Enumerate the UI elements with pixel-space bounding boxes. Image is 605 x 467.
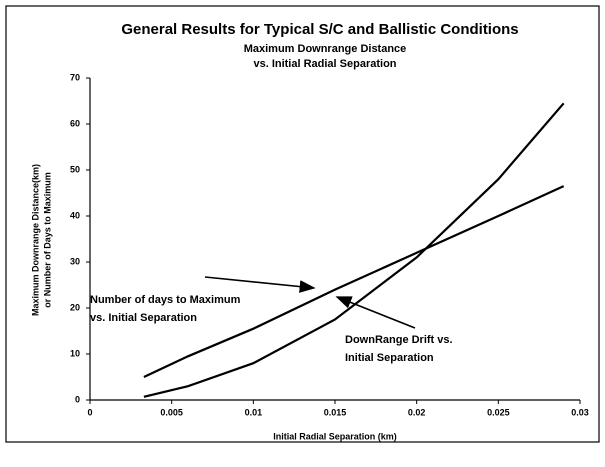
line (143, 185, 565, 378)
chart-subtitle: Maximum Downrange Distance (244, 43, 407, 55)
x-tick-label: 0.025 (487, 407, 510, 417)
line (143, 102, 565, 398)
y-tick-label: 0 (75, 394, 80, 404)
chart-title: General Results for Typical S/C and Ball… (121, 21, 518, 38)
annotation: Number of days to Maximum (90, 294, 241, 306)
x-tick-label: 0.015 (324, 407, 347, 417)
frame (5, 5, 600, 443)
x-tick-label: 0.005 (160, 407, 183, 417)
y-tick-label: 50 (70, 164, 80, 174)
x-axis-label: Initial Radial Separation (km) (273, 431, 397, 441)
chart-subtitle: vs. Initial Radial Separation (253, 58, 396, 70)
y-tick-label: 30 (70, 256, 80, 266)
arrow (204, 276, 316, 293)
arrow (335, 296, 416, 329)
y-tick-label: 40 (70, 210, 80, 220)
x-tick-label: 0.03 (571, 407, 589, 417)
x-tick-label: 0.02 (408, 407, 426, 417)
annotation: vs. Initial Separation (90, 312, 197, 324)
y-tick-label: 70 (70, 72, 80, 82)
annotation: Initial Separation (345, 352, 434, 364)
y-tick-label: 60 (70, 118, 80, 128)
y-tick-label: 10 (70, 348, 80, 358)
y-tick-label: 20 (70, 302, 80, 312)
annotation: DownRange Drift vs. (345, 334, 453, 346)
x-tick-label: 0 (87, 407, 92, 417)
x-tick-label: 0.01 (245, 407, 263, 417)
y-axis-label: Maximum Downrange Distance(km) (30, 164, 40, 316)
y-axis-label: or Number of Days to Maximum (42, 172, 52, 308)
